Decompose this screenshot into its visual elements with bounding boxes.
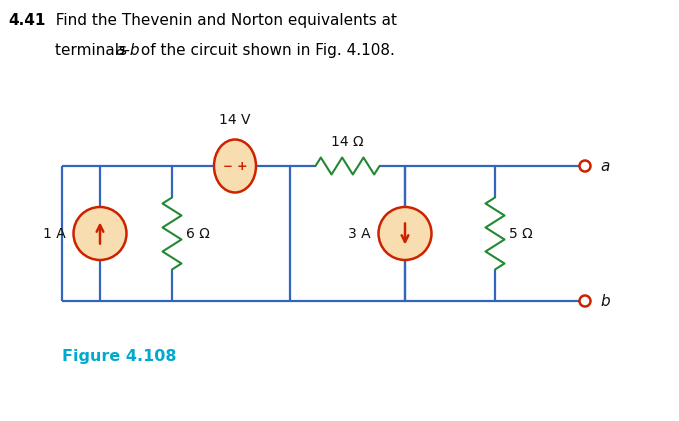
Text: 1 A: 1 A <box>43 226 65 240</box>
Text: a-b: a-b <box>115 43 139 58</box>
Text: b: b <box>600 293 610 309</box>
Text: 4.41: 4.41 <box>8 13 45 28</box>
Text: 5 Ω: 5 Ω <box>509 226 533 240</box>
Text: a: a <box>600 158 610 173</box>
Text: Figure 4.108: Figure 4.108 <box>62 349 177 364</box>
Text: −: − <box>223 160 232 173</box>
Text: +: + <box>237 160 247 173</box>
Text: Find the Thevenin and Norton equivalents at: Find the Thevenin and Norton equivalents… <box>46 13 397 28</box>
Circle shape <box>579 160 591 171</box>
Circle shape <box>378 207 431 260</box>
Text: of the circuit shown in Fig. 4.108.: of the circuit shown in Fig. 4.108. <box>136 43 395 58</box>
Circle shape <box>579 296 591 306</box>
Text: 14 Ω: 14 Ω <box>331 135 364 149</box>
Text: 6 Ω: 6 Ω <box>186 226 210 240</box>
Text: terminals: terminals <box>55 43 132 58</box>
Text: 14 V: 14 V <box>219 112 251 126</box>
Ellipse shape <box>214 139 256 192</box>
Circle shape <box>73 207 126 260</box>
Text: 3 A: 3 A <box>348 226 371 240</box>
